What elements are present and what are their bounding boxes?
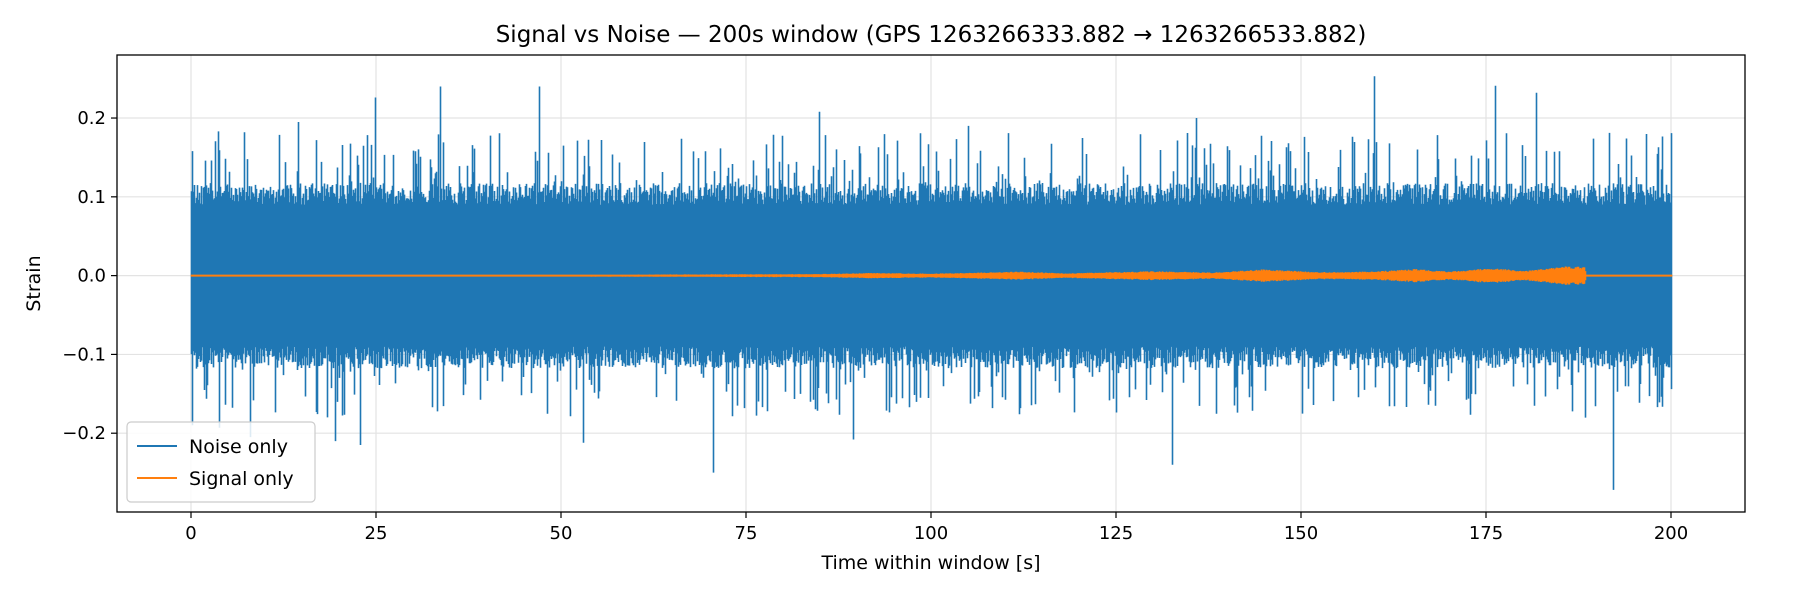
x-axis-title: Time within window [s] [820,552,1040,574]
y-tick-label: 0.1 [77,187,106,208]
y-axis-title: Strain [23,255,45,311]
series-signal-only [190,266,1673,285]
x-tick-label: 75 [735,523,758,544]
legend-label-noise: Noise only [189,436,288,458]
legend-label-signal: Signal only [189,468,294,490]
x-tick-label: 50 [550,523,573,544]
y-tick-label: −0.1 [62,344,106,365]
series-layer [190,76,1673,490]
legend-box [126,421,316,503]
x-tick-label: 100 [914,523,948,544]
x-tick-label: 0 [185,523,196,544]
x-tick-label: 150 [1284,523,1318,544]
y-tick-label: −0.2 [62,423,106,444]
x-tick-label: 25 [365,523,388,544]
x-tick-label: 125 [1099,523,1133,544]
x-tick-label: 175 [1469,523,1503,544]
y-tick-label: 0.0 [77,266,106,287]
y-tick-label: 0.2 [77,108,106,129]
chart-title: Signal vs Noise — 200s window (GPS 12632… [496,22,1367,48]
ticks: 0 25 50 75 100 125 150 175 200 −0.2 −0.1 0.0 0.1 0.2 [62,108,1688,544]
x-tick-label: 200 [1654,523,1688,544]
legend: Noise only Signal only [126,421,316,503]
